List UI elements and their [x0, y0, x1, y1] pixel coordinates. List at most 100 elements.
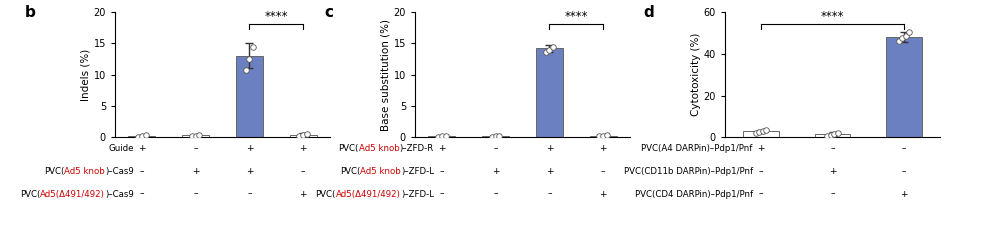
Text: –: – — [301, 167, 305, 176]
Bar — [128, 136, 155, 137]
Bar — [236, 56, 263, 137]
Point — [755, 129, 771, 133]
Text: PVC(CD11b DARPin)–Pdp1/Pnf: PVC(CD11b DARPin)–Pdp1/Pnf — [624, 167, 753, 176]
Point — [901, 30, 917, 34]
Point — [599, 133, 615, 137]
Text: )–Cas9: )–Cas9 — [105, 190, 134, 198]
Point — [295, 134, 311, 137]
Point — [823, 133, 839, 137]
Text: –: – — [547, 190, 552, 198]
Text: +: + — [829, 167, 836, 176]
Text: –: – — [440, 167, 444, 176]
Text: )–ZFD-L: )–ZFD-L — [401, 167, 434, 176]
Text: +: + — [599, 190, 607, 198]
Text: +: + — [246, 145, 253, 153]
Bar — [290, 135, 317, 137]
Point — [591, 135, 607, 138]
Text: –: – — [193, 190, 198, 198]
Text: PVC(: PVC( — [316, 190, 336, 198]
Point — [748, 131, 764, 135]
Text: Ad5 knob: Ad5 knob — [64, 167, 105, 176]
Text: –: – — [493, 190, 498, 198]
Text: PVC(: PVC( — [20, 190, 40, 198]
Text: Ad5 knob: Ad5 knob — [359, 145, 400, 153]
Point — [291, 134, 307, 138]
Point — [891, 39, 907, 43]
Text: –: – — [902, 167, 906, 176]
Text: –: – — [759, 167, 763, 176]
Text: PVC(A4 DARPin)–Pdp1/Pnf: PVC(A4 DARPin)–Pdp1/Pnf — [641, 145, 753, 153]
Text: +: + — [546, 145, 553, 153]
Point — [238, 68, 254, 72]
Bar — [590, 136, 617, 137]
Bar — [815, 134, 850, 137]
Text: +: + — [900, 190, 908, 198]
Bar — [482, 136, 509, 137]
Text: –: – — [440, 190, 444, 198]
Text: PVC(: PVC( — [338, 145, 359, 153]
Point — [130, 135, 146, 139]
Point — [826, 132, 842, 136]
Text: c: c — [325, 5, 334, 20]
Text: –: – — [759, 190, 763, 198]
Text: +: + — [599, 145, 607, 153]
Text: PVC(CD4 DARPin)–Pdp1/Pnf: PVC(CD4 DARPin)–Pdp1/Pnf — [635, 190, 753, 198]
Text: Ad5(Δ491/492): Ad5(Δ491/492) — [336, 190, 401, 198]
Text: PVC(: PVC( — [44, 167, 64, 176]
Point — [138, 134, 154, 137]
Text: ****: **** — [564, 11, 588, 24]
Y-axis label: Indels (%): Indels (%) — [81, 49, 91, 101]
Text: +: + — [492, 167, 499, 176]
Point — [758, 128, 774, 132]
Point — [191, 133, 207, 137]
Point — [134, 134, 150, 138]
Point — [751, 130, 767, 134]
Point — [184, 134, 200, 138]
Point — [434, 135, 450, 138]
Y-axis label: Base substitution (%): Base substitution (%) — [381, 19, 391, 131]
Point — [430, 135, 446, 139]
Text: Ad5 knob: Ad5 knob — [360, 167, 401, 176]
Text: –: – — [902, 145, 906, 153]
Point — [894, 36, 910, 40]
Text: –: – — [830, 145, 835, 153]
Text: –: – — [140, 190, 144, 198]
Point — [484, 135, 500, 139]
Text: +: + — [138, 145, 146, 153]
Text: )–ZFD-L: )–ZFD-L — [401, 190, 434, 198]
Text: +: + — [192, 167, 199, 176]
Point — [491, 134, 507, 138]
Point — [299, 132, 315, 136]
Text: +: + — [299, 190, 307, 198]
Text: Ad5(Δ491/492): Ad5(Δ491/492) — [40, 190, 105, 198]
Bar — [743, 131, 779, 137]
Point — [188, 134, 204, 138]
Text: b: b — [25, 5, 36, 20]
Point — [438, 134, 454, 138]
Point — [541, 48, 557, 52]
Text: ****: **** — [264, 11, 288, 24]
Text: –: – — [247, 190, 252, 198]
Point — [488, 135, 504, 138]
Bar — [536, 49, 563, 137]
Text: +: + — [246, 167, 253, 176]
Text: +: + — [438, 145, 446, 153]
Bar — [182, 135, 209, 137]
Point — [545, 45, 561, 49]
Text: Guide: Guide — [108, 145, 134, 153]
Point — [898, 34, 914, 38]
Text: +: + — [546, 167, 553, 176]
Point — [819, 134, 835, 138]
Text: )–Cas9: )–Cas9 — [105, 167, 134, 176]
Text: –: – — [493, 145, 498, 153]
Y-axis label: Cytotoxicity (%): Cytotoxicity (%) — [691, 33, 701, 116]
Text: –: – — [140, 167, 144, 176]
Bar — [886, 37, 922, 137]
Point — [245, 45, 261, 49]
Point — [830, 131, 846, 135]
Point — [595, 134, 611, 138]
Text: ****: **** — [821, 11, 844, 24]
Bar — [428, 136, 455, 137]
Text: )–ZFD-R: )–ZFD-R — [400, 145, 434, 153]
Point — [241, 57, 257, 61]
